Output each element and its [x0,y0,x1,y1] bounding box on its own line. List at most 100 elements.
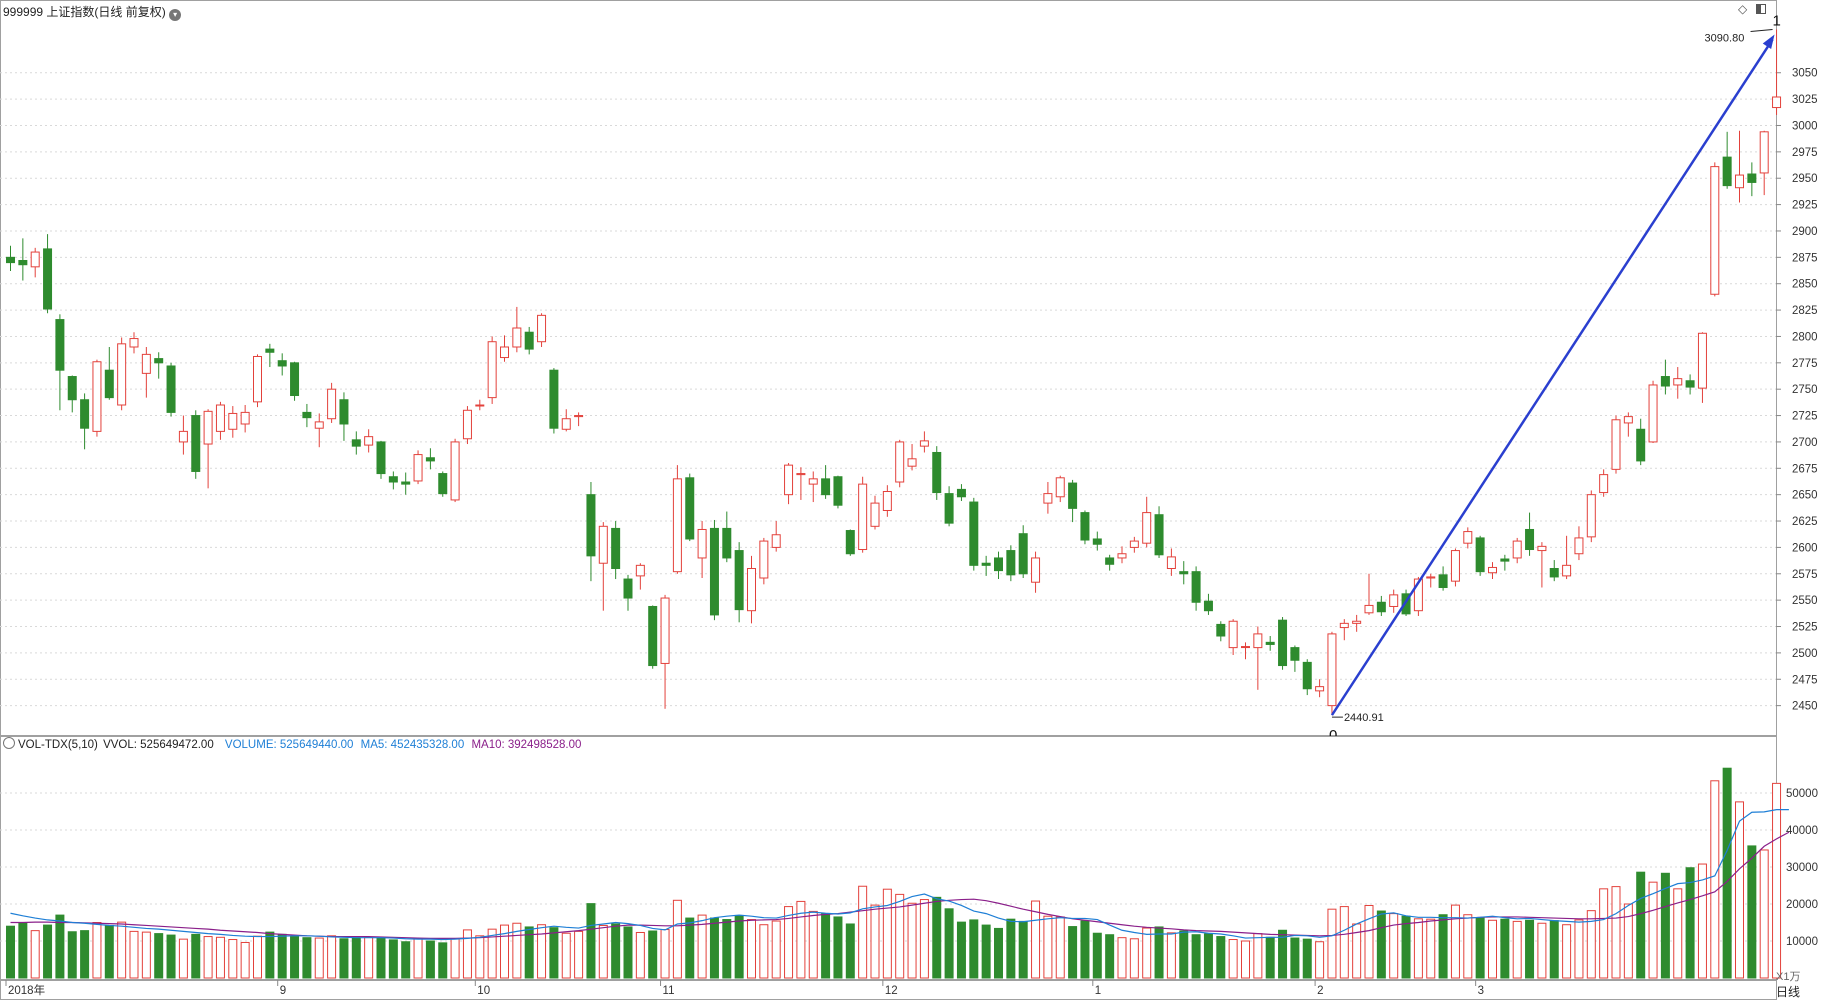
candle-up [537,314,547,343]
wave-label-0: 0 [1329,727,1337,736]
candle-up [1759,131,1769,174]
volume-panel[interactable]: 50000 40000 30000 20000 10000 [0,736,1827,980]
candle-down [833,476,843,506]
candle-up [697,528,707,559]
volume-bar-up [784,906,794,979]
volume-indicator-name: VOL-TDX(5,10) [18,739,98,751]
candle-up [747,568,756,612]
candle-up [1697,332,1707,389]
candle-up [475,404,485,407]
candle-down [1179,571,1189,575]
candle-up [919,440,929,447]
candle-up [635,564,645,577]
candle-up [1327,633,1337,707]
candle-down [1376,601,1386,613]
vvol-label: VVOL: 525649472.00 [103,739,214,751]
volume-bar-down [104,924,114,979]
candle-down [339,399,349,425]
candle-down [1475,537,1485,573]
diamond-icon[interactable]: ◇ [1738,2,1748,16]
price-tick-label: 2850 [1792,279,1818,291]
candle-down [425,457,435,462]
period-tab-daily[interactable]: 日线 [1776,985,1801,999]
volume-bar-down [1525,919,1535,979]
volume-bar-up [1339,906,1349,979]
volume-bar-down [1105,934,1115,979]
candle-up [1488,566,1497,574]
volume-bar-down [969,919,979,979]
volume-bar-up [537,924,547,979]
volume-bar-up [1389,913,1399,979]
candle-up [808,478,818,485]
volume-bar-up [1315,941,1325,979]
date-tick-label: 9 [280,985,286,997]
volume-bar-up [1623,903,1633,979]
candle-up [598,525,608,564]
volume-bar-down [944,908,954,979]
volume-bar-up [1426,918,1436,979]
volume-ma5-line [10,809,1789,941]
candle-up [1043,493,1053,504]
volume-bar-up [487,928,497,979]
volume-bar-up [1043,915,1053,979]
volume-bar-up [672,899,682,979]
candle-up [1463,531,1473,544]
price-tick-label: 2475 [1792,674,1818,686]
candle-up [1623,416,1633,424]
volume-bar-up [1759,849,1769,979]
settings-circle-icon[interactable] [3,737,15,749]
candle-up [117,343,127,406]
volume-bar-down [1018,920,1028,979]
volume-bar-down [1203,933,1213,979]
candle-down [623,578,633,599]
price-tick-label: 2525 [1792,622,1818,634]
price-tick-label: 2925 [1792,200,1818,212]
volume-bar-down [648,930,658,979]
volume-bar-down [932,896,942,979]
candle-up [215,404,225,432]
volume-bar-down [821,913,831,979]
price-tick-label: 2550 [1792,595,1818,607]
volume-bar-up [1450,904,1460,979]
candle-down [1525,528,1535,551]
chevron-down-circle-icon[interactable]: ▾ [169,9,182,21]
candle-up [1710,166,1720,295]
candle-down [1006,550,1016,576]
candle-up [1364,604,1374,614]
instrument-code: 999999 [3,5,44,19]
instrument-name: 上证指数 [46,5,95,19]
candle-down [1191,571,1201,603]
candle-down [166,365,176,413]
volume-bar-down [1092,932,1102,979]
candle-down [932,451,942,494]
volume-bar-up [228,939,238,979]
volume-bar-down [1401,915,1411,979]
volume-bar-up [747,919,756,979]
date-tick-label: 2018年 [8,983,45,997]
candle-down [1302,661,1312,690]
candle-up [660,597,670,664]
volume-bar-up [919,899,929,979]
candle-down [1290,647,1300,661]
candle-up [1031,557,1041,583]
panel-toggle-icon[interactable] [1756,4,1766,14]
volume-bar-up [1055,916,1065,979]
candle-up [907,458,917,467]
volume-bar-up [1413,918,1423,979]
date-tick-label: 2 [1317,985,1323,997]
volume-bar-up [1253,933,1263,979]
volume-bar-up [215,936,225,979]
high-pointer [1750,28,1773,32]
volume-bar-down [438,942,448,979]
chart-title[interactable]: 999999 上证指数(日线 前复权) ▾ [3,3,182,21]
volume-bar-up [1599,888,1609,979]
price-tick-label: 2975 [1792,147,1818,159]
candle-up [129,338,139,348]
candle-down [104,369,114,399]
candle-down [55,319,65,371]
volume-bar-down [277,933,287,979]
volume-bar-down [265,931,275,979]
price-panel[interactable]: 3050 3025 3000 2975 2950 2925 2900 2875 2850 2825… [0,0,1827,736]
candle-down [722,527,732,559]
candle-down [1500,558,1510,562]
